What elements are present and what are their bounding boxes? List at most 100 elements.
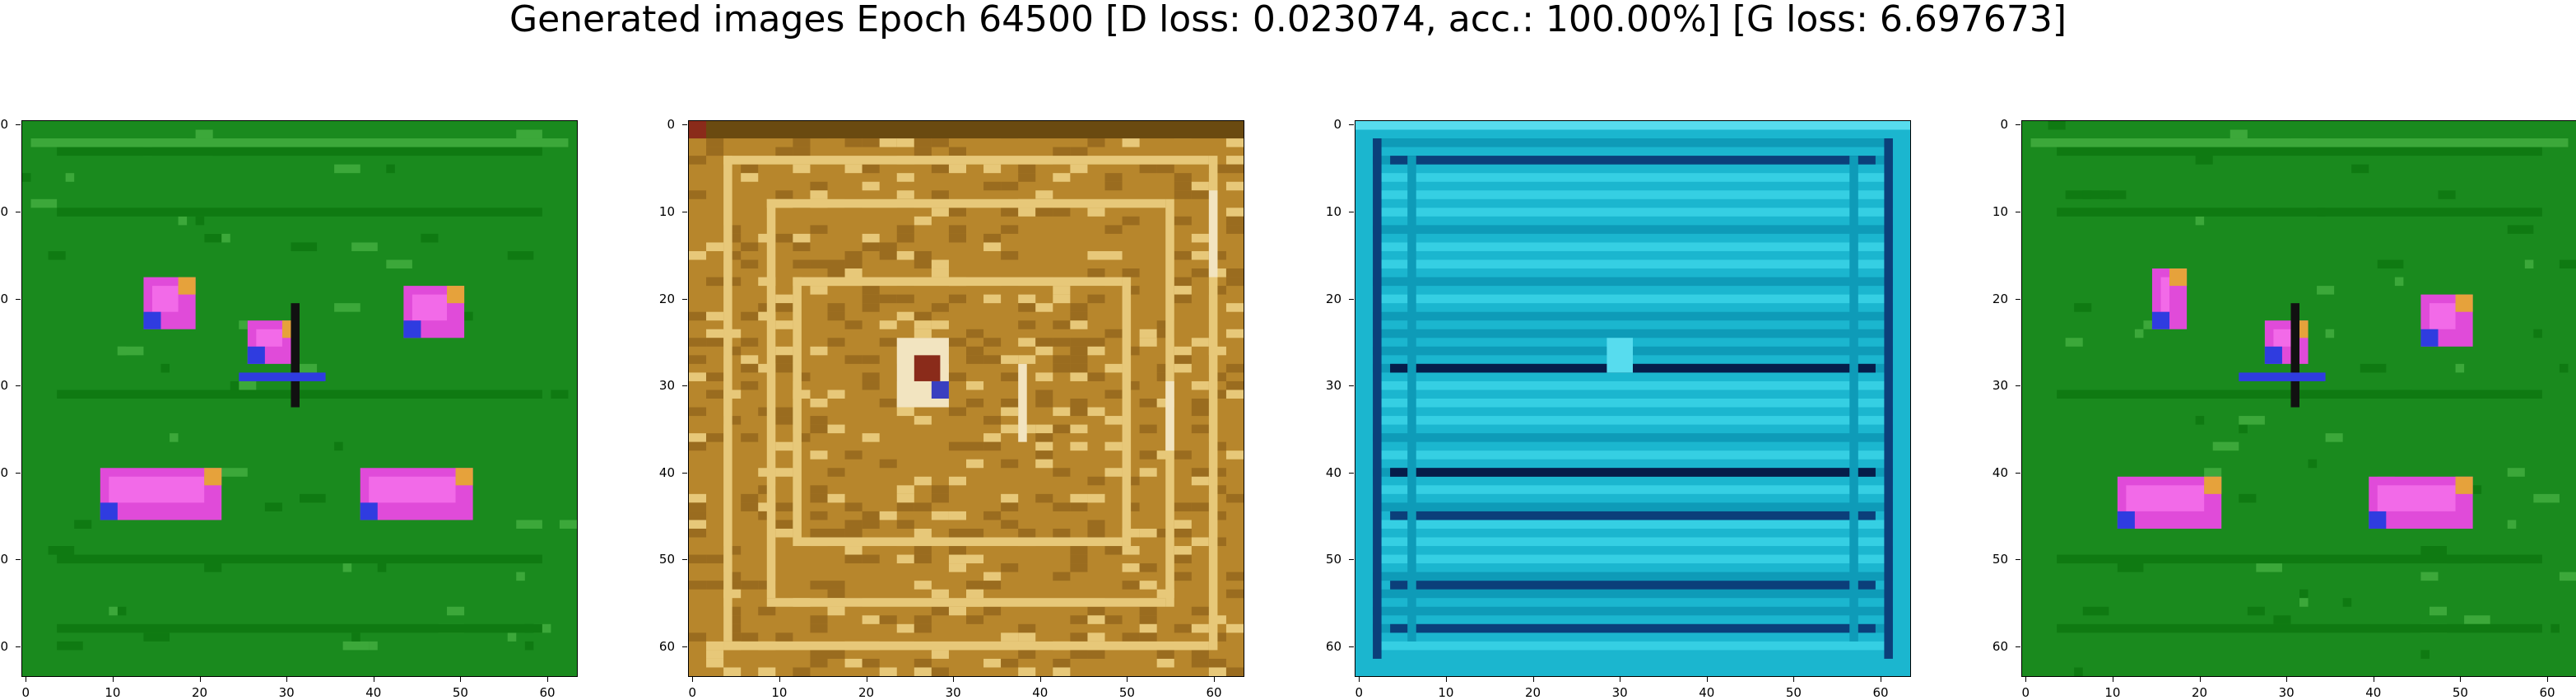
noise-pixel	[775, 407, 793, 417]
x-tick-label: 0	[21, 685, 30, 700]
noise-pixel	[1087, 528, 1105, 538]
noise-pixel	[1139, 632, 1157, 642]
generated-image-panel-2: 0 0 10 10 20 20 30 30 40 40 50 50 60 60	[659, 119, 1244, 699]
noise-pixel	[2082, 606, 2109, 616]
noise-pixel	[775, 320, 793, 329]
stripe	[2057, 208, 2542, 217]
noise-pixel	[793, 667, 811, 676]
noise-pixel	[1174, 450, 1192, 460]
y-tick-label: 20	[658, 291, 675, 306]
noise-pixel	[1191, 407, 1209, 417]
y-tick-mark	[682, 385, 687, 387]
dark-stripe	[1390, 581, 1876, 590]
noise-pixel	[1191, 476, 1209, 486]
x-tick-mark	[199, 677, 201, 682]
y-tick-label: 20	[0, 291, 8, 306]
figure-blob-shadow	[2117, 511, 2135, 529]
noise-pixel	[291, 363, 318, 373]
noise-pixel	[1174, 623, 1192, 633]
noise-pixel	[706, 338, 724, 347]
noise-pixel	[896, 493, 914, 503]
stripe	[1373, 277, 1893, 287]
noise-pixel	[1104, 468, 1123, 477]
noise-pixel	[1139, 623, 1157, 633]
noise-pixel	[1070, 338, 1088, 347]
noise-pixel	[1191, 468, 1209, 477]
noise-pixel	[300, 493, 326, 503]
noise-pixel	[1001, 459, 1019, 469]
noise-pixel	[966, 441, 984, 451]
noise-pixel	[1035, 424, 1053, 434]
noise-pixel	[862, 164, 880, 174]
noise-pixel	[862, 433, 880, 442]
noise-pixel	[1156, 164, 1174, 174]
noise-pixel	[1018, 355, 1036, 364]
noise-pixel	[1001, 372, 1019, 381]
noise-pixel	[1087, 606, 1105, 616]
noise-pixel	[931, 511, 949, 520]
noise-pixel	[844, 520, 863, 529]
noise-pixel	[810, 528, 828, 538]
noise-pixel	[844, 502, 863, 511]
noise-pixel	[1053, 424, 1071, 434]
noise-pixel	[1139, 164, 1157, 174]
noise-pixel	[793, 147, 811, 156]
noise-pixel	[1191, 424, 1209, 434]
y-tick-mark	[1349, 646, 1354, 648]
vertical-streak	[1018, 363, 1027, 442]
stripe	[57, 623, 542, 633]
noise-pixel	[1070, 441, 1088, 451]
noise-pixel	[1174, 277, 1192, 287]
noise-pixel	[983, 233, 1002, 243]
noise-pixel	[689, 156, 707, 165]
noise-pixel	[1104, 250, 1123, 260]
noise-pixel	[2438, 190, 2456, 199]
stripe	[1373, 520, 1893, 529]
noise-pixel	[689, 502, 707, 511]
y-tick-mark	[2016, 472, 2020, 474]
figure-blob-highlight	[151, 286, 179, 312]
noise-pixel	[1018, 208, 1036, 217]
x-tick-mark	[2286, 677, 2288, 682]
noise-pixel	[1225, 225, 1244, 234]
noise-pixel	[1053, 528, 1071, 538]
noise-pixel	[914, 216, 932, 226]
noise-pixel	[810, 485, 828, 494]
frame-line	[723, 156, 732, 642]
noise-pixel	[334, 441, 343, 451]
noise-pixel	[948, 606, 966, 616]
stripe	[1373, 329, 1893, 338]
noise-pixel	[896, 502, 914, 511]
noise-pixel	[948, 147, 966, 156]
noise-pixel	[1053, 338, 1071, 347]
noise-pixel	[775, 502, 793, 511]
noise-pixel	[1035, 441, 1053, 451]
noise-pixel	[1018, 303, 1036, 312]
stripe	[1373, 450, 1893, 460]
noise-pixel	[1018, 632, 1036, 642]
noise-pixel	[914, 250, 932, 260]
noise-pixel	[931, 493, 949, 503]
noise-pixel	[844, 450, 863, 460]
noise-pixel	[1156, 658, 1174, 668]
noise-pixel	[844, 138, 863, 147]
noise-pixel	[914, 416, 932, 425]
noise-pixel	[983, 581, 1002, 590]
noise-pixel	[896, 233, 914, 243]
x-tick-label: 0	[2021, 685, 2030, 700]
noise-pixel	[689, 632, 707, 642]
noise-pixel	[1053, 572, 1071, 581]
noise-pixel	[1001, 520, 1019, 529]
stripe	[1373, 537, 1893, 547]
noise-pixel	[1104, 225, 1123, 234]
noise-pixel	[931, 138, 949, 147]
noise-pixel	[983, 338, 1002, 347]
noise-pixel	[1053, 658, 1071, 668]
figure-line	[2290, 303, 2299, 408]
noise-pixel	[1070, 554, 1088, 564]
corner-accent	[689, 121, 707, 139]
noise-pixel	[793, 164, 811, 174]
noise-pixel	[1001, 399, 1019, 408]
noise-pixel	[2325, 433, 2343, 442]
figure-blob-accent	[455, 468, 473, 486]
